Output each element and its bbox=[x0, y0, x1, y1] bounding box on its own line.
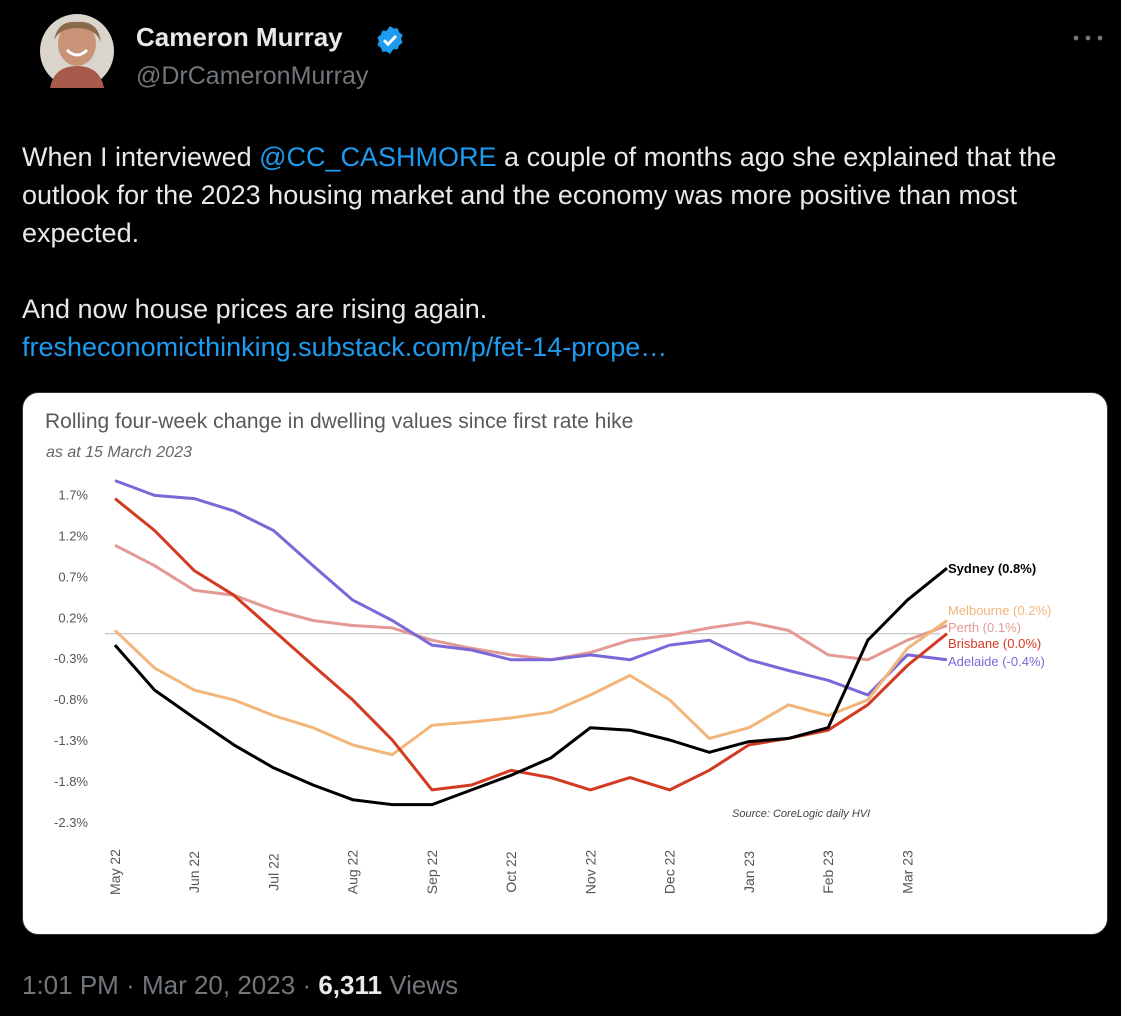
y-tick-label: -1.8% bbox=[54, 774, 88, 789]
y-tick-label: 1.7% bbox=[58, 488, 88, 503]
view-count: 6,311 bbox=[318, 970, 382, 1000]
mention[interactable]: @CC_CASHMORE bbox=[259, 142, 497, 172]
series-label: Sydney (0.8%) bbox=[948, 561, 1036, 576]
card-frame bbox=[22, 392, 1108, 935]
x-tick-label: Oct 22 bbox=[503, 851, 519, 892]
series-label: Adelaide (-0.4%) bbox=[948, 654, 1045, 669]
y-tick-label: -2.3% bbox=[54, 815, 88, 830]
separator: · bbox=[126, 970, 135, 1000]
y-tick-label: 0.2% bbox=[58, 610, 88, 625]
series-label: Brisbane (0.0%) bbox=[948, 636, 1041, 651]
author-name[interactable]: Cameron Murray bbox=[136, 22, 343, 52]
author-handle[interactable]: @DrCameronMurray bbox=[136, 62, 369, 90]
text: And now house prices are rising again. bbox=[22, 294, 488, 324]
verified-badge[interactable] bbox=[374, 24, 406, 56]
y-tick-label: -0.8% bbox=[54, 692, 88, 707]
separator: · bbox=[302, 970, 312, 1000]
chart-card[interactable]: Rolling four-week change in dwelling val… bbox=[22, 392, 1108, 935]
x-tick-label: Jun 22 bbox=[186, 851, 202, 893]
x-tick-label: Nov 22 bbox=[582, 850, 598, 895]
y-tick-label: 0.7% bbox=[58, 569, 88, 584]
date[interactable]: Mar 20, 2023 bbox=[141, 970, 296, 1000]
series-label: Melbourne (0.2%) bbox=[948, 603, 1051, 618]
x-tick-label: Dec 22 bbox=[662, 850, 678, 895]
tweet-text: When I interviewed @CC_CASHMORE a couple… bbox=[22, 138, 1082, 366]
time[interactable]: 1:01 PM bbox=[22, 970, 119, 1000]
x-tick-label: Sep 22 bbox=[424, 850, 440, 895]
x-tick-label: Jul 22 bbox=[265, 853, 281, 891]
chart-title: Rolling four-week change in dwelling val… bbox=[45, 410, 633, 433]
series-line bbox=[113, 619, 948, 757]
x-tick-label: May 22 bbox=[107, 849, 123, 895]
more-menu[interactable] bbox=[1070, 30, 1106, 46]
x-tick-label: Aug 22 bbox=[345, 850, 361, 895]
y-tick-label: 1.2% bbox=[58, 528, 88, 543]
series-line bbox=[114, 543, 948, 662]
y-tick-label: -1.3% bbox=[54, 733, 88, 748]
x-tick-label: Jan 23 bbox=[741, 851, 757, 893]
y-tick-label: -0.3% bbox=[54, 651, 88, 666]
avatar[interactable] bbox=[40, 14, 114, 88]
views-label: Views bbox=[389, 970, 459, 1000]
link[interactable]: fresheconomicthinking.substack.com/p/fet… bbox=[22, 332, 668, 362]
x-tick-label: Mar 23 bbox=[899, 850, 915, 894]
text: When I interviewed bbox=[22, 142, 260, 172]
source-note: Source: CoreLogic daily HVI bbox=[732, 808, 870, 820]
text: a couple of months ago she explained tha… bbox=[22, 142, 1057, 248]
x-tick-label: Feb 23 bbox=[820, 850, 836, 894]
series-line bbox=[114, 479, 948, 697]
series-line bbox=[113, 567, 948, 807]
chart-subtitle: as at 15 March 2023 bbox=[46, 444, 192, 461]
series-label: Perth (0.1%) bbox=[948, 620, 1021, 635]
tweet-footer: 1:01 PM · Mar 20, 2023 · 6,311 Views bbox=[22, 970, 458, 1001]
